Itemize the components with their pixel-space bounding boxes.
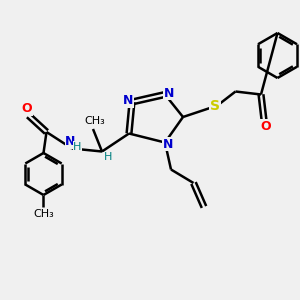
Text: S: S	[210, 99, 220, 112]
Text: H: H	[73, 142, 82, 152]
Text: N: N	[163, 137, 173, 151]
Text: CH₃: CH₃	[84, 116, 105, 127]
Text: O: O	[22, 102, 32, 116]
Text: H: H	[104, 152, 112, 163]
Text: N: N	[164, 86, 174, 100]
Text: N: N	[123, 94, 134, 107]
Text: O: O	[260, 120, 271, 133]
Text: N: N	[65, 135, 76, 148]
Text: CH₃: CH₃	[33, 208, 54, 219]
